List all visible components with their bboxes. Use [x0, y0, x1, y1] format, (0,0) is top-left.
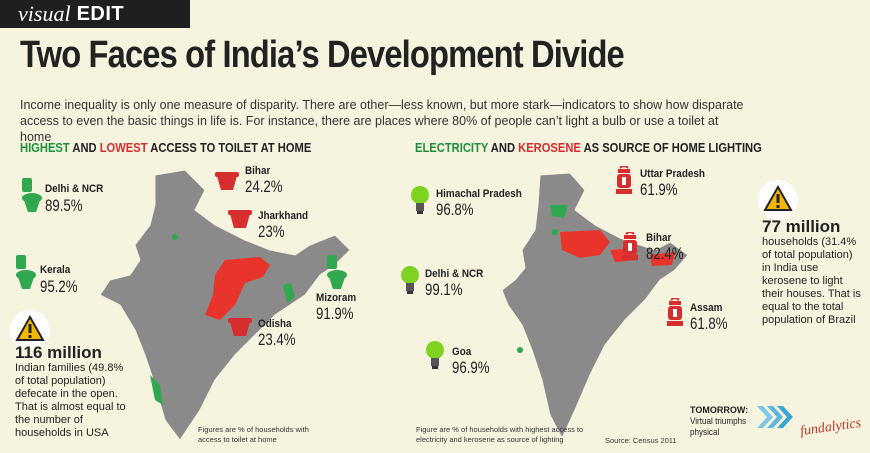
highlight-kerala: [150, 375, 163, 405]
highlight-assam: [650, 252, 675, 266]
label-odisha: Odisha: [258, 318, 292, 330]
warning-icon: [10, 310, 50, 350]
arrows-icon: [757, 406, 793, 428]
right-heading-and: AND: [488, 140, 519, 155]
value-himachal-pradesh: 96.8%: [436, 200, 474, 219]
left-heading-and: AND: [69, 140, 100, 155]
fundalytics-logo: fundalytics: [799, 415, 863, 440]
highlight-mizoram: [283, 283, 295, 303]
value-goa: 96.9%: [452, 358, 490, 377]
value-kerala: 95.2%: [40, 277, 78, 296]
masthead-visual: visual: [18, 1, 71, 26]
label-mizoram: Mizoram: [316, 292, 357, 304]
note-left: Figures are % of households with access …: [198, 425, 309, 444]
stat-right-text: households (31.4% of total population) i…: [762, 236, 861, 326]
left-heading-highest: HIGHEST: [20, 140, 70, 155]
right-heading-highest: ELECTRICITY: [415, 140, 489, 155]
left-heading-rest: ACCESS TO TOILET AT HOME: [147, 140, 312, 155]
india-map-lighting: [501, 172, 689, 440]
bulb-icon: [401, 266, 419, 294]
right-heading-rest: AS SOURCE OF HOME LIGHTING: [580, 140, 762, 155]
value-jharkhand: 23%: [258, 222, 285, 241]
toilet-icon: [228, 318, 252, 336]
label-bihar-right: Bihar: [646, 232, 672, 244]
toilet-icon: [228, 210, 252, 228]
value-bihar: 24.2%: [245, 177, 283, 196]
highlight-delhi: [552, 229, 558, 235]
tomorrow-teaser: TOMORROW: Virtual triumphs physical: [690, 405, 760, 438]
label-assam: Assam: [690, 302, 723, 314]
label-goa: Goa: [452, 346, 472, 358]
toilet-icon: [22, 178, 42, 212]
label-himachal-pradesh: Himachal Pradesh: [436, 188, 522, 200]
masthead: visual EDIT: [0, 0, 190, 28]
toilet-icon: [16, 255, 36, 289]
right-heading: ELECTRICITY AND KEROSENE AS SOURCE OF HO…: [415, 140, 762, 155]
label-delhi-ncr-right: Delhi & NCR: [425, 268, 484, 280]
value-delhi-ncr: 89.5%: [45, 196, 83, 215]
tomorrow-next: Virtual triumphs physical: [690, 416, 747, 437]
bulb-icon: [411, 186, 429, 214]
label-kerala: Kerala: [40, 264, 71, 276]
highlight-goa: [517, 347, 523, 353]
lantern-icon: [667, 298, 683, 326]
stat-left-big: 116 million: [15, 343, 102, 362]
value-odisha: 23.4%: [258, 330, 296, 349]
bulb-icon: [426, 341, 444, 369]
left-heading: HIGHEST AND LOWEST ACCESS TO TOILET AT H…: [20, 140, 311, 155]
value-delhi-ncr-right: 99.1%: [425, 280, 463, 299]
note-right: Figure are % of households with highest …: [416, 425, 584, 444]
label-jharkhand: Jharkhand: [258, 210, 309, 222]
masthead-edit: EDIT: [76, 2, 125, 25]
label-uttar-pradesh: Uttar Pradesh: [640, 168, 705, 180]
value-uttar-pradesh: 61.9%: [640, 180, 678, 199]
warning-icon: [758, 180, 798, 220]
stat-right-big: 77 million: [762, 217, 841, 236]
value-bihar-right: 82.4%: [646, 244, 684, 263]
right-heading-lowest: KEROSENE: [518, 140, 581, 155]
value-mizoram: 91.9%: [316, 304, 354, 323]
left-heading-lowest: LOWEST: [99, 140, 148, 155]
label-bihar: Bihar: [245, 165, 271, 177]
india-map-toilet: [99, 169, 351, 441]
toilet-icon: [327, 255, 347, 289]
label-delhi-ncr: Delhi & NCR: [45, 183, 104, 195]
highlight-bihar-jharkhand-odisha: [205, 257, 270, 320]
intro-text: Income inequality is only one measure of…: [20, 98, 744, 144]
source-note: Source: Census 2011: [605, 436, 677, 445]
page-title: Two Faces of India’s Development Divide: [20, 34, 625, 76]
lantern-icon: [616, 166, 632, 194]
highlight-himachal: [550, 205, 568, 218]
lantern-icon: [622, 232, 638, 260]
highlight-uttar-pradesh: [560, 230, 610, 258]
highlight-delhi: [172, 234, 178, 240]
stat-left-text: Indian families (49.8% of total populati…: [15, 362, 126, 439]
tomorrow-label: TOMORROW:: [690, 405, 749, 415]
value-assam: 61.8%: [690, 314, 728, 333]
toilet-icon: [215, 172, 239, 190]
